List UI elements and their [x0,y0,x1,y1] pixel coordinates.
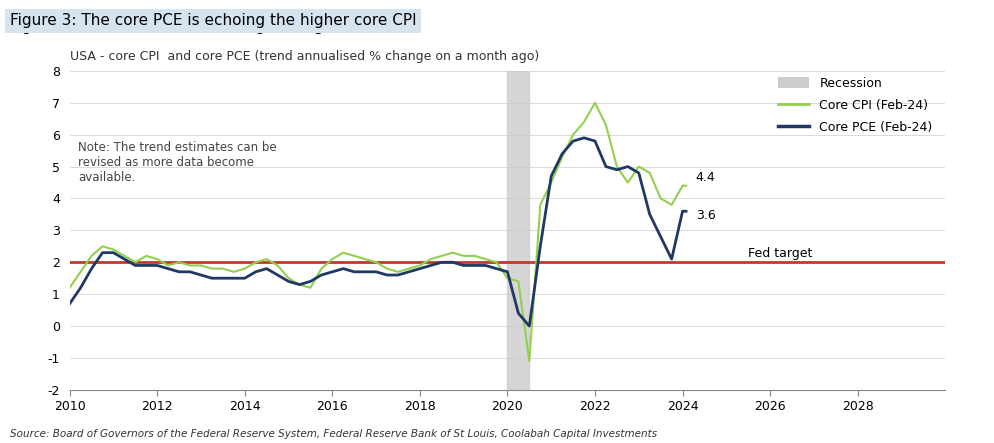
Text: 4.4: 4.4 [695,171,715,184]
Text: Source: Board of Governors of the Federal Reserve System, Federal Reserve Bank o: Source: Board of Governors of the Federa… [10,428,656,439]
Bar [507,71,529,390]
Text: Figure 3: The core PCE is echoing the higher core CPI: Figure 3: The core PCE is echoing the hi… [10,19,416,34]
Text: Figure 3: The core PCE is echoing the higher core CPI: Figure 3: The core PCE is echoing the hi… [10,13,416,28]
Text: 3.6: 3.6 [695,210,715,222]
Text: Note: The trend estimates can be
revised as more data become
available.: Note: The trend estimates can be revised… [79,141,276,184]
Text: USA - core CPI  and core PCE (trend annualised % change on a month ago): USA - core CPI and core PCE (trend annua… [70,50,539,63]
Legend: Recession, Core CPI (Feb-24), Core PCE (Feb-24): Recession, Core CPI (Feb-24), Core PCE (… [771,71,938,140]
Text: Fed target: Fed target [747,247,812,260]
